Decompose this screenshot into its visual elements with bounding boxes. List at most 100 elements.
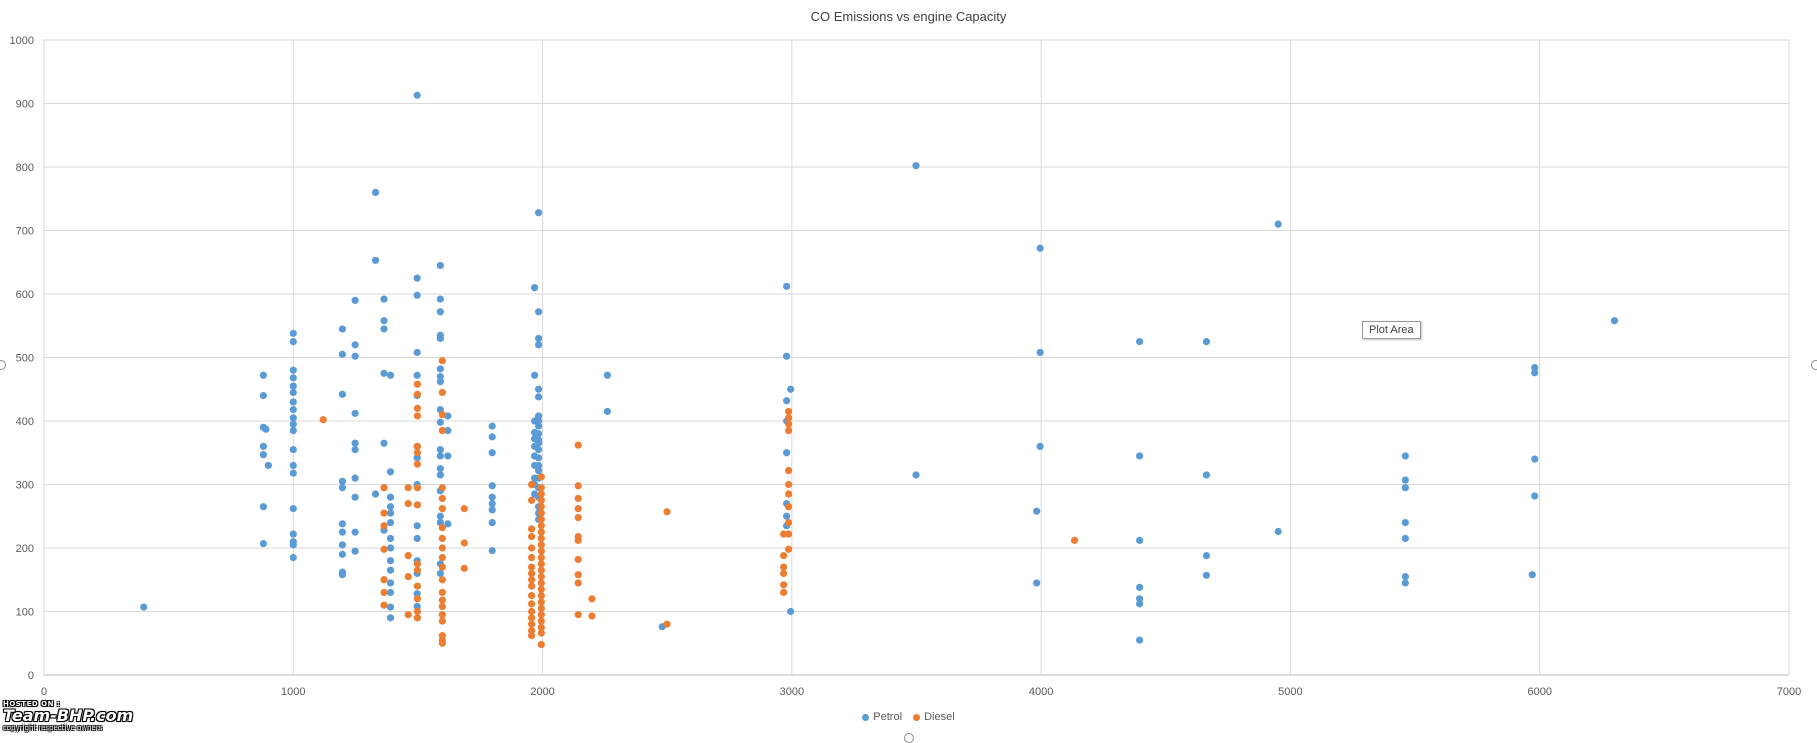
- data-point-petrol[interactable]: [380, 317, 388, 325]
- data-point-diesel[interactable]: [460, 564, 468, 572]
- data-point-diesel[interactable]: [574, 482, 582, 490]
- data-point-diesel[interactable]: [528, 553, 536, 562]
- data-point-petrol[interactable]: [289, 420, 297, 428]
- data-point-petrol[interactable]: [380, 369, 388, 377]
- data-point-diesel[interactable]: [785, 407, 793, 416]
- data-point-petrol[interactable]: [534, 385, 543, 393]
- data-point-petrol[interactable]: [351, 528, 359, 536]
- data-point-petrol[interactable]: [1531, 455, 1539, 463]
- data-point-diesel[interactable]: [785, 420, 793, 428]
- data-point-diesel[interactable]: [380, 545, 388, 553]
- data-point-petrol[interactable]: [603, 407, 611, 416]
- data-point-petrol[interactable]: [289, 366, 297, 374]
- data-point-petrol[interactable]: [1531, 369, 1539, 377]
- data-point-diesel[interactable]: [537, 541, 545, 549]
- data-point-petrol[interactable]: [413, 454, 421, 462]
- data-point-diesel[interactable]: [780, 569, 788, 578]
- data-point-petrol[interactable]: [488, 482, 496, 490]
- data-point-diesel[interactable]: [413, 614, 422, 622]
- data-point-petrol[interactable]: [289, 553, 297, 562]
- data-point-petrol[interactable]: [488, 546, 496, 555]
- data-point-petrol[interactable]: [488, 519, 496, 527]
- data-point-diesel[interactable]: [528, 480, 536, 489]
- data-point-petrol[interactable]: [371, 490, 380, 498]
- data-point-petrol[interactable]: [338, 528, 346, 536]
- data-point-petrol[interactable]: [436, 378, 444, 386]
- data-point-petrol[interactable]: [1036, 244, 1044, 252]
- data-point-petrol[interactable]: [259, 371, 267, 379]
- data-point-diesel[interactable]: [528, 569, 536, 578]
- data-point-petrol[interactable]: [1136, 536, 1144, 544]
- data-point-diesel[interactable]: [537, 553, 545, 562]
- data-point-diesel[interactable]: [785, 503, 793, 511]
- data-point-petrol[interactable]: [783, 352, 791, 360]
- data-point-petrol[interactable]: [351, 445, 359, 454]
- data-point-petrol[interactable]: [603, 371, 611, 379]
- data-point-diesel[interactable]: [785, 490, 793, 498]
- data-point-petrol[interactable]: [534, 445, 543, 454]
- data-point-diesel[interactable]: [574, 441, 582, 449]
- data-point-diesel[interactable]: [438, 576, 446, 584]
- data-point-diesel[interactable]: [537, 473, 545, 481]
- data-point-petrol[interactable]: [1136, 636, 1144, 644]
- data-point-petrol[interactable]: [1531, 492, 1539, 500]
- data-point-diesel[interactable]: [528, 563, 536, 571]
- data-point-diesel[interactable]: [537, 623, 545, 631]
- data-point-petrol[interactable]: [1401, 534, 1409, 543]
- data-point-diesel[interactable]: [537, 592, 545, 600]
- data-point-diesel[interactable]: [537, 496, 545, 504]
- data-point-diesel[interactable]: [413, 582, 422, 590]
- data-point-diesel[interactable]: [574, 579, 582, 587]
- data-point-petrol[interactable]: [436, 372, 444, 381]
- data-point-petrol[interactable]: [386, 509, 395, 517]
- data-point-petrol[interactable]: [534, 412, 543, 420]
- data-point-diesel[interactable]: [785, 530, 793, 538]
- data-point-petrol[interactable]: [259, 503, 267, 511]
- data-point-petrol[interactable]: [386, 493, 395, 501]
- data-point-diesel[interactable]: [413, 442, 422, 450]
- data-point-petrol[interactable]: [140, 603, 148, 611]
- data-point-petrol[interactable]: [386, 588, 395, 597]
- data-point-diesel[interactable]: [528, 592, 536, 600]
- data-point-petrol[interactable]: [338, 390, 346, 398]
- data-point-petrol[interactable]: [386, 468, 395, 476]
- data-point-diesel[interactable]: [413, 501, 422, 509]
- data-point-petrol[interactable]: [289, 445, 297, 454]
- data-point-petrol[interactable]: [1401, 572, 1409, 581]
- data-point-petrol[interactable]: [289, 329, 297, 337]
- data-point-diesel[interactable]: [537, 547, 545, 555]
- data-point-petrol[interactable]: [783, 512, 791, 520]
- data-point-diesel[interactable]: [1070, 536, 1079, 544]
- data-point-petrol[interactable]: [386, 503, 395, 511]
- data-point-diesel[interactable]: [319, 416, 327, 424]
- data-point-diesel[interactable]: [537, 572, 545, 581]
- data-point-petrol[interactable]: [1136, 583, 1144, 591]
- data-point-diesel[interactable]: [785, 545, 793, 553]
- data-point-petrol[interactable]: [413, 91, 421, 99]
- data-point-diesel[interactable]: [404, 572, 412, 581]
- data-point-petrol[interactable]: [1202, 471, 1211, 479]
- data-point-petrol[interactable]: [1136, 452, 1144, 460]
- data-point-diesel[interactable]: [438, 524, 446, 532]
- data-point-diesel[interactable]: [380, 509, 388, 517]
- data-point-petrol[interactable]: [386, 544, 395, 552]
- data-point-petrol[interactable]: [783, 397, 791, 405]
- data-point-petrol[interactable]: [289, 469, 297, 477]
- data-point-diesel[interactable]: [785, 480, 793, 489]
- data-point-diesel[interactable]: [438, 611, 446, 619]
- data-point-petrol[interactable]: [1202, 571, 1211, 579]
- data-point-petrol[interactable]: [380, 439, 388, 447]
- data-point-petrol[interactable]: [1274, 527, 1282, 536]
- data-point-diesel[interactable]: [413, 449, 422, 457]
- data-point-diesel[interactable]: [380, 601, 388, 609]
- data-point-diesel[interactable]: [537, 617, 545, 625]
- data-point-petrol[interactable]: [787, 607, 795, 616]
- data-point-diesel[interactable]: [528, 496, 536, 504]
- data-point-diesel[interactable]: [528, 632, 536, 640]
- data-point-petrol[interactable]: [413, 371, 421, 379]
- data-point-petrol[interactable]: [912, 471, 920, 479]
- data-point-petrol[interactable]: [371, 188, 380, 196]
- data-point-diesel[interactable]: [438, 617, 446, 625]
- data-point-petrol[interactable]: [444, 452, 452, 460]
